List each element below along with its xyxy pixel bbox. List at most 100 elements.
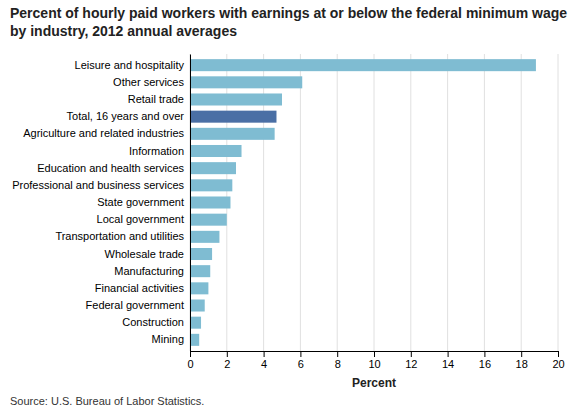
x-tick-label: 6	[298, 358, 304, 370]
bar	[190, 59, 536, 71]
x-tick: 2	[224, 351, 230, 370]
x-tick-mark	[521, 351, 522, 357]
x-tick-label: 12	[405, 358, 417, 370]
y-tick-label: Mining	[152, 333, 184, 345]
y-tick: Manufacturing	[114, 265, 190, 277]
y-tick: Retail trade	[128, 93, 190, 105]
x-tick-mark	[448, 351, 449, 357]
grid-line	[410, 54, 411, 351]
bar	[190, 231, 219, 243]
x-axis-line	[191, 352, 559, 358]
bar	[190, 196, 230, 208]
y-tick: Financial activities	[95, 282, 190, 294]
plot-area: 0 2 4 6 8 10 12 14 16 18 20 Mining Construction Feder…	[12, 54, 564, 370]
y-tick: Other services	[113, 76, 190, 88]
y-tick-label: Other services	[113, 76, 184, 88]
bar	[190, 265, 210, 277]
x-tick: 8	[335, 351, 341, 370]
x-tick-label: 14	[442, 358, 454, 370]
bar	[190, 162, 236, 174]
y-tick: Professional and business services	[12, 179, 190, 191]
grid-line	[190, 54, 191, 351]
bar	[190, 299, 205, 311]
y-tick-label: Education and health services	[37, 162, 184, 174]
y-tick-label: Federal government	[86, 299, 184, 311]
x-tick: 20	[552, 351, 564, 370]
x-tick-label: 10	[368, 358, 380, 370]
y-tick-label: Construction	[122, 316, 184, 328]
x-tick: 10	[368, 351, 380, 370]
grid-line	[337, 54, 338, 351]
grid-line	[447, 54, 448, 351]
x-tick: 6	[298, 351, 304, 370]
y-tick: Information	[129, 145, 190, 157]
bar	[190, 76, 302, 88]
bar	[190, 317, 201, 329]
y-tick: Agriculture and related industries	[23, 127, 190, 139]
grid-line	[300, 54, 301, 351]
grid-line	[521, 54, 522, 351]
x-tick-mark	[558, 351, 559, 357]
y-tick-label: Total, 16 years and over	[67, 110, 185, 122]
y-tick-label: Financial activities	[95, 282, 185, 294]
x-tick-label: 2	[224, 358, 230, 370]
x-tick: 12	[405, 351, 417, 370]
x-tick-label: 18	[516, 358, 528, 370]
y-axis-line	[190, 55, 191, 352]
y-tick-label: Retail trade	[128, 93, 184, 105]
x-axis-label: Percent	[352, 376, 396, 390]
bar	[190, 248, 212, 260]
y-tick-label: Information	[129, 145, 184, 157]
y-tick-label: State government	[97, 196, 184, 208]
bar	[190, 93, 282, 105]
grid-line	[558, 54, 559, 351]
chart-container: Percent of hourly paid workers with earn…	[0, 0, 580, 413]
x-tick-mark	[411, 351, 412, 357]
chart-svg: Percent of hourly paid workers with earn…	[0, 0, 580, 413]
x-axis: 0 2 4 6 8 10 12 14 16 18 20	[187, 351, 564, 370]
y-tick: State government	[97, 196, 190, 208]
x-tick-mark	[227, 351, 228, 357]
grid-line	[484, 54, 485, 351]
x-tick-label: 20	[552, 358, 564, 370]
grid-line	[374, 54, 375, 351]
bar	[190, 334, 199, 346]
x-tick: 14	[442, 351, 454, 370]
y-tick-label: Local government	[97, 213, 184, 225]
bar	[190, 214, 227, 226]
y-tick: Leisure and hospitality	[75, 59, 190, 71]
y-tick: Transportation and utilities	[55, 230, 190, 242]
grid	[190, 54, 558, 351]
y-tick: Federal government	[86, 299, 190, 311]
y-tick: Mining	[152, 333, 190, 345]
x-tick-mark	[190, 351, 191, 357]
y-tick-label: Professional and business services	[12, 179, 184, 191]
bar	[190, 111, 276, 123]
y-tick: Education and health services	[37, 162, 190, 174]
x-tick: 0	[187, 351, 193, 370]
bar	[190, 179, 232, 191]
bar	[190, 145, 242, 157]
bars	[190, 59, 536, 346]
x-tick-label: 0	[187, 358, 193, 370]
y-tick: Wholesale trade	[105, 248, 191, 260]
y-tick-label: Wholesale trade	[105, 248, 185, 260]
x-tick-mark	[264, 351, 265, 357]
x-tick-label: 16	[479, 358, 491, 370]
x-tick-mark	[484, 351, 485, 357]
title: Percent of hourly paid workers with earn…	[10, 5, 567, 39]
x-tick-mark	[300, 351, 301, 357]
x-tick-label: 4	[261, 358, 267, 370]
y-tick-label: Leisure and hospitality	[75, 59, 185, 71]
x-tick: 18	[516, 351, 528, 370]
y-tick-label: Agriculture and related industries	[23, 127, 184, 139]
bar	[190, 282, 208, 294]
y-tick-label: Transportation and utilities	[55, 230, 184, 242]
x-tick-mark	[337, 351, 338, 357]
y-axis: Mining Construction Federal government Fina…	[12, 55, 190, 352]
y-tick: Local government	[97, 213, 190, 225]
source-note: Source: U.S. Bureau of Labor Statistics.	[10, 395, 204, 407]
y-tick: Total, 16 years and over	[67, 110, 190, 122]
bar	[190, 128, 275, 140]
x-tick-mark	[374, 351, 375, 357]
